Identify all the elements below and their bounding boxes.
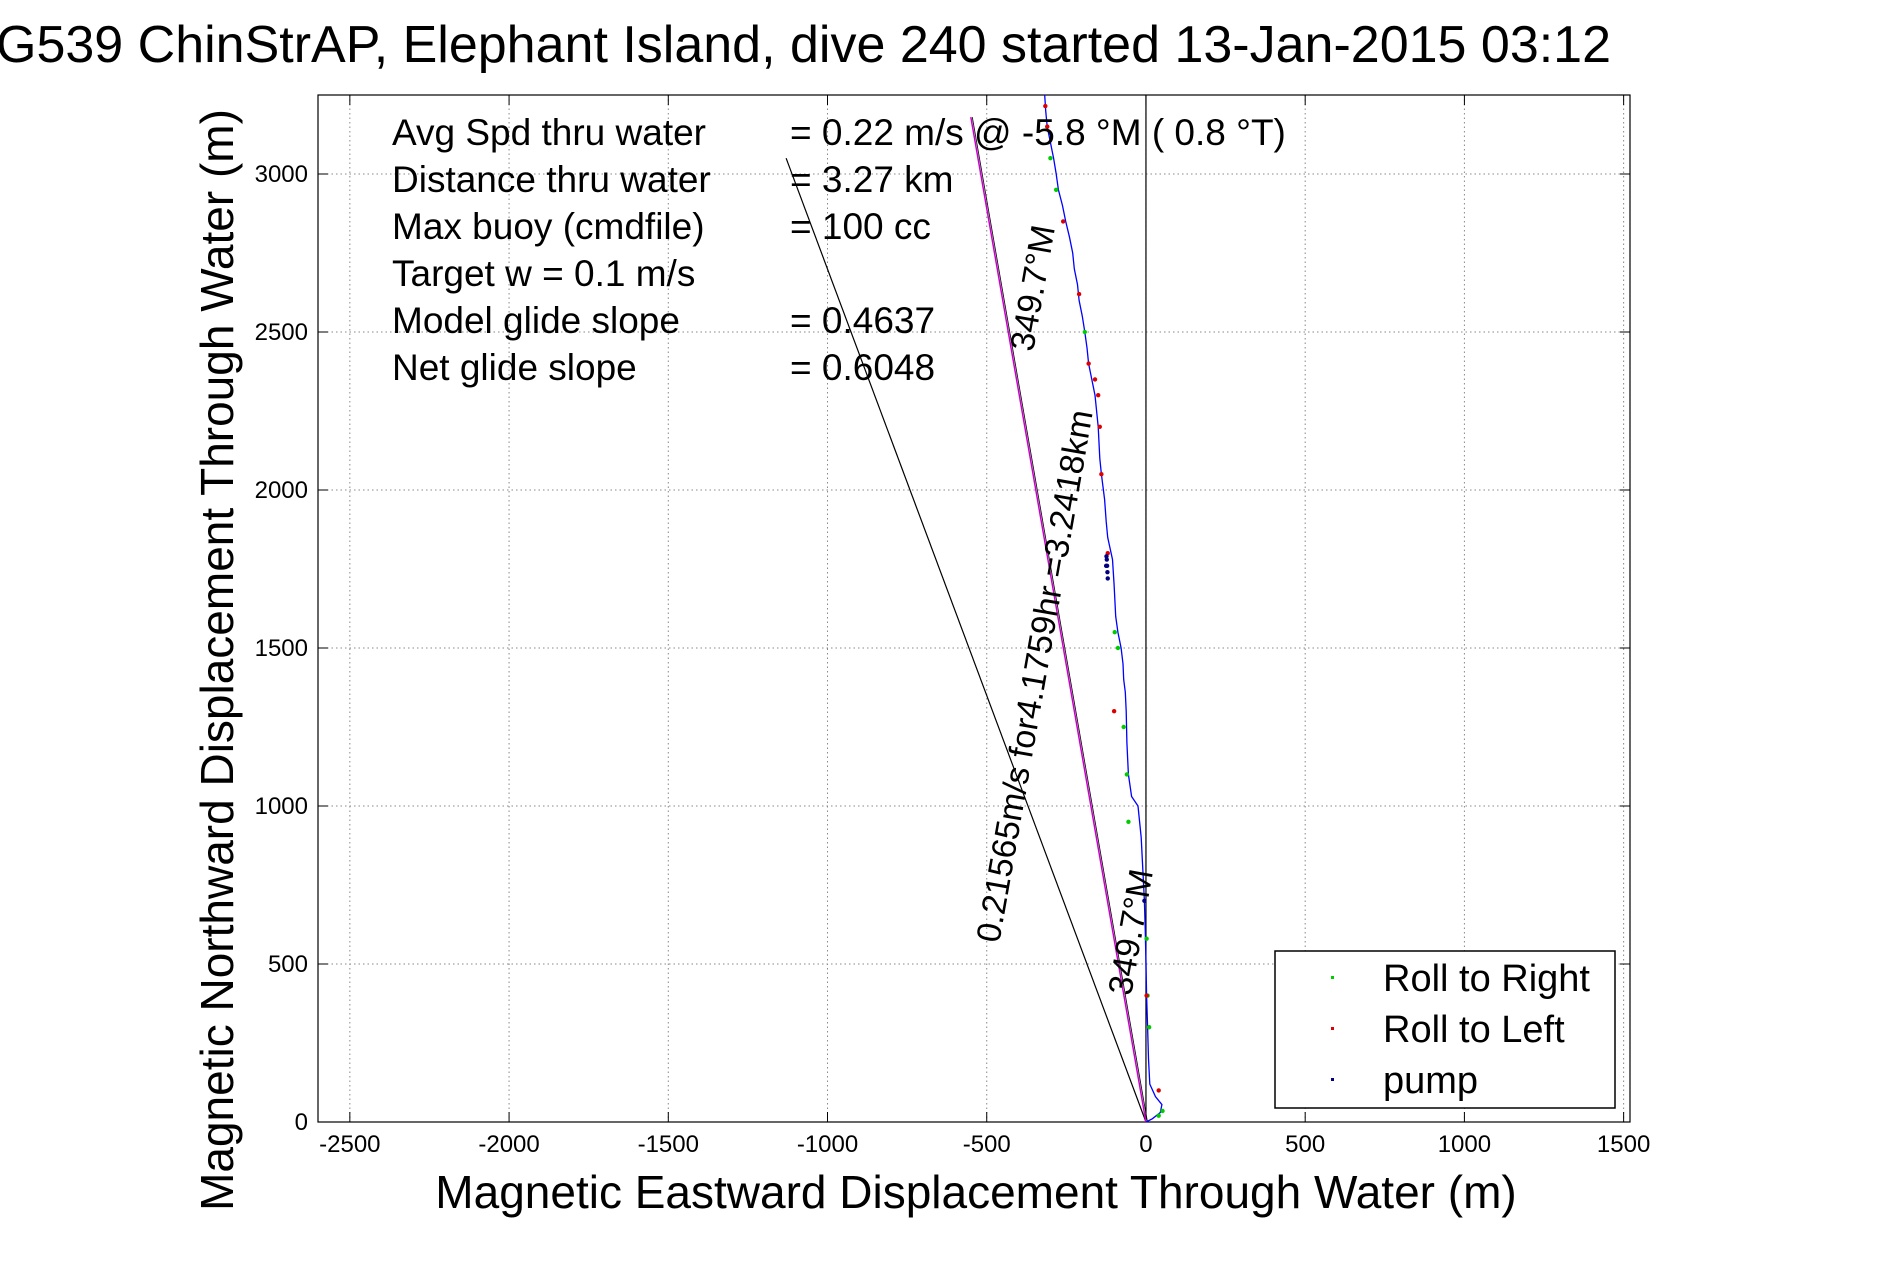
distance-value: = 3.27 km: [790, 159, 954, 200]
y-axis-label: Magnetic Northward Displacement Through …: [191, 109, 243, 1211]
max-buoy-label: Max buoy (cmdfile): [392, 206, 705, 247]
net-glide-label: Net glide slope: [392, 347, 637, 388]
roll-left-marker: [1045, 124, 1050, 129]
y-tick-label: 1500: [255, 635, 308, 662]
x-tick-label: 1000: [1438, 1131, 1491, 1158]
legend-entry-roll-right: Roll to Right: [1383, 958, 1590, 1000]
legend-marker-roll-left: [1331, 1027, 1334, 1030]
model-glide-value: = 0.4637: [790, 300, 935, 341]
y-tick-label: 0: [295, 1109, 308, 1136]
roll-left-marker: [1099, 472, 1104, 477]
tick-labels: -2500 -2000 -1500 -1000 -500 0 500 1000 1500 0 500…: [255, 161, 1651, 1158]
y-tick-label: 500: [268, 951, 308, 978]
avg-speed-value: = 0.22 m/s @ -5.8 °M ( 0.8 °T): [790, 112, 1286, 153]
roll-right-marker: [1053, 187, 1059, 192]
y-tick-label: 2500: [255, 319, 308, 346]
glide-slope-line: [785, 157, 1147, 1123]
roll-right-marker: [1124, 772, 1130, 777]
pump-marker: [1104, 554, 1109, 559]
x-axis-label: Magnetic Eastward Displacement Through W…: [435, 1166, 1516, 1218]
roll-right-marker: [1121, 724, 1126, 730]
roll-right-marker: [1115, 645, 1121, 651]
x-tick-label: 1500: [1597, 1131, 1650, 1158]
pump-marker: [1142, 898, 1147, 903]
pump-marker: [1105, 576, 1110, 581]
legend-marker-pump: [1331, 1078, 1334, 1081]
net-glide-value: = 0.6048: [790, 347, 935, 388]
legend-entry-roll-left: Roll to Left: [1383, 1009, 1565, 1051]
target-w: Target w = 0.1 m/s: [392, 253, 695, 294]
x-tick-label: -1000: [797, 1131, 858, 1158]
model-glide-label: Model glide slope: [392, 300, 680, 341]
y-tick-label: 1000: [255, 793, 308, 820]
legend-entry-pump: pump: [1383, 1060, 1478, 1102]
legend-marker-roll-right: [1331, 976, 1334, 979]
roll-right-marker: [1082, 329, 1088, 335]
roll-left-marker: [1111, 709, 1117, 714]
x-tick-label: -500: [963, 1131, 1011, 1158]
roll-left-marker: [1144, 993, 1149, 998]
plot-frame: [317, 94, 1631, 1123]
x-tick-label: -2000: [478, 1131, 539, 1158]
roll-right-marker: [1048, 156, 1053, 161]
current-line: [970, 116, 1147, 1123]
chart-title: G539 ChinStrAP, Elephant Island, dive 24…: [0, 16, 1611, 74]
event-markers: [1043, 103, 1165, 1118]
roll-left-marker: [1156, 1088, 1161, 1093]
y-tick-label: 2000: [255, 477, 308, 504]
roll-left-marker: [1095, 393, 1101, 398]
roll-right-marker: [1144, 936, 1149, 941]
dive-track: [1044, 94, 1163, 1123]
x-tick-label: -1500: [638, 1131, 699, 1158]
pump-marker: [1103, 563, 1109, 569]
roll-left-marker: [1092, 377, 1098, 382]
x-tick-label: 0: [1139, 1131, 1152, 1158]
pump-marker: [1105, 569, 1110, 575]
roll-left-marker: [1060, 219, 1066, 224]
roll-left-marker: [1086, 361, 1091, 366]
roll-right-marker: [1126, 819, 1131, 824]
current-line-shadow: [971, 117, 1148, 1123]
roll-left-marker: [1043, 103, 1048, 109]
max-buoy-value: = 100 cc: [790, 206, 931, 247]
pump-marker: [1104, 557, 1109, 562]
legend: Roll to Right Roll to Left pump: [1274, 950, 1616, 1109]
x-tick-label: 500: [1285, 1131, 1325, 1158]
distance-label: Distance thru water: [392, 159, 711, 200]
x-tick-label: -2500: [319, 1131, 380, 1158]
dive-track-line: [1044, 94, 1163, 1123]
y-tick-label: 3000: [255, 161, 308, 188]
avg-speed-label: Avg Spd thru water: [392, 112, 706, 153]
roll-left-marker: [1076, 291, 1082, 297]
roll-right-marker: [1146, 1025, 1152, 1030]
stats-block: Avg Spd thru water = 0.22 m/s @ -5.8 °M …: [392, 112, 1286, 388]
roll-right-marker: [1156, 1113, 1161, 1118]
roll-left-marker: [1097, 424, 1102, 429]
roll-right-marker: [1112, 630, 1117, 635]
roll-right-marker: [1160, 1108, 1165, 1114]
